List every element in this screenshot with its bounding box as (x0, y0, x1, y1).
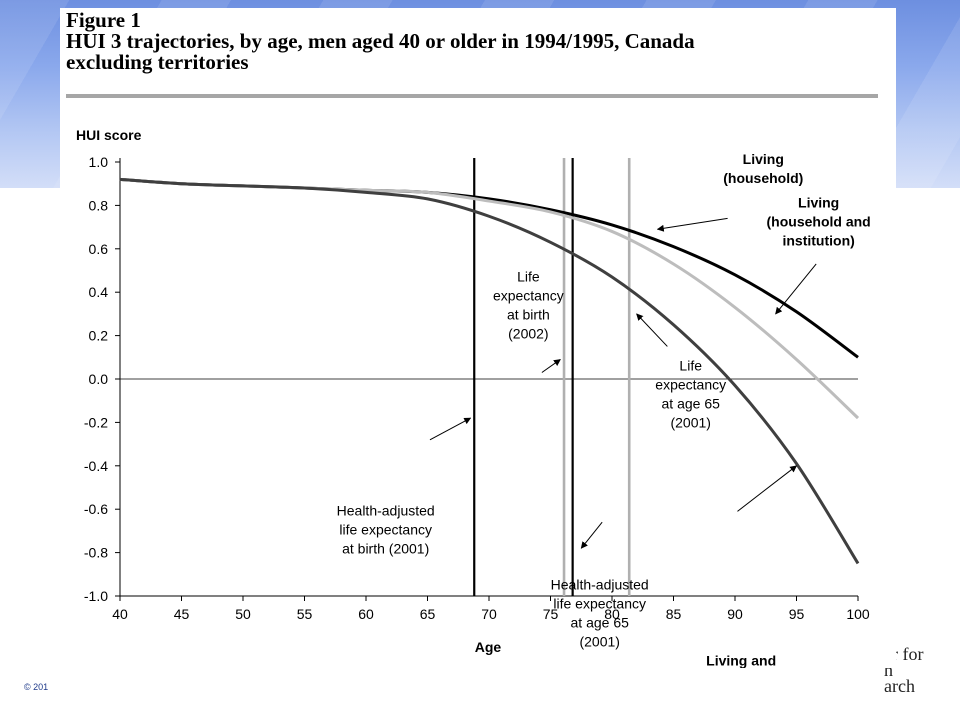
annotation-text: Living anddead (706, 652, 776, 668)
copyright-notice: © 201 (24, 682, 49, 692)
x-tick-label: 100 (846, 606, 870, 622)
annotation-text: Health-adjusted life expectancy at birth (… (337, 503, 435, 557)
y-tick-label: 0.4 (89, 284, 109, 300)
x-tick-label: 95 (789, 606, 805, 622)
reference-lines (473, 158, 631, 596)
annotation-arrow (636, 313, 668, 347)
annotation-text: Life expectancy at age 65 (2001) (655, 357, 726, 430)
annotation-text: Living (household and institution) (767, 195, 871, 249)
annotation: Living anddead (706, 465, 798, 668)
logo-line-2: h (884, 660, 893, 680)
annotation-text-line: life expectancy (553, 595, 646, 611)
x-tick-label: 40 (112, 606, 128, 622)
series-lines (119, 177, 860, 565)
annotation: Life expectancy at age 65 (2001) (636, 313, 726, 430)
x-tick-label: 45 (174, 606, 190, 622)
annotation-arrow (429, 417, 472, 441)
axes: 1.0 0.8 0.6 0.4 0.2 0.0 -0.2 -0.4 -0.6 -0.8 -1.040… (84, 154, 870, 622)
y-tick-label: -0.8 (84, 545, 108, 561)
x-tick-label: 85 (666, 606, 682, 622)
y-tick-label: -0.4 (84, 458, 108, 474)
y-tick-label: 1.0 (89, 154, 109, 170)
annotation-text: Life expectancy at birth (2002) (493, 268, 564, 341)
slide-footer (0, 668, 960, 720)
hui-trajectory-chart: HUI score Age 1.0 0.8 0.6 0.4 0.2 0.0 -0.2 -0.4… (76, 127, 871, 668)
annotation-text-line: at birth (2001) (342, 541, 429, 557)
annotation-text-line: Living and (706, 652, 776, 668)
annotation-text: Health-adjusted life expectancy at age 65 (… (551, 576, 649, 649)
figure-panel: Figure 1 HUI 3 trajectories, by age, men… (60, 8, 896, 668)
annotation: Health-adjusted life expectancy at age 65 (… (551, 521, 649, 649)
figure-title-line-1: HUI 3 trajectories, by age, men aged 40 … (66, 29, 695, 53)
annotation-text: Living (household) (723, 151, 803, 186)
y-tick-label: 0.0 (89, 371, 109, 387)
y-tick-label: -1.0 (84, 588, 108, 604)
annotation-text-line: (2001) (670, 414, 710, 430)
annotation: Life expectancy at birth (2002) (493, 268, 564, 373)
annotation-text-line: Life (517, 268, 540, 284)
annotation-text-line: Living (743, 151, 784, 167)
annotation-text-line: at birth (507, 306, 550, 322)
annotation-text-line: (household and (767, 214, 871, 230)
annotation-text-line: institution) (782, 233, 854, 249)
x-tick-label: 50 (235, 606, 251, 622)
x-tick-label: 70 (481, 606, 497, 622)
annotation: Health-adjusted life expectancy at birth (… (337, 417, 472, 557)
y-tick-label: 0.2 (89, 328, 109, 344)
annotations: Living (household) Living (household and ins… (337, 151, 871, 668)
y-tick-label: -0.2 (84, 414, 108, 430)
y-tick-label: 0.8 (89, 197, 109, 213)
annotation-arrow (541, 359, 561, 373)
annotation: Living (household) (656, 151, 803, 232)
annotation-arrow (737, 465, 798, 512)
annotation-text-line: expectancy (655, 376, 726, 392)
x-tick-label: 60 (358, 606, 374, 622)
annotation-text-line: (2001) (579, 633, 619, 649)
annotation-text-line: (2002) (508, 325, 548, 341)
annotation-text-line: life expectancy (339, 522, 432, 538)
figure-heading: Figure 1 HUI 3 trajectories, by age, men… (66, 10, 886, 73)
series-line (119, 177, 860, 565)
series-line (119, 177, 859, 359)
x-tick-label: 90 (727, 606, 743, 622)
x-tick-label: 80 (604, 606, 620, 622)
annotation-text-line: Health-adjusted (337, 503, 435, 519)
annotation-arrow (656, 217, 728, 232)
annotation-text-line: (household) (723, 170, 803, 186)
annotation-text-line: at age 65 (662, 395, 721, 411)
x-axis-title: Age (475, 639, 502, 655)
logo-line-3: arch (884, 676, 915, 696)
x-tick-label: 75 (543, 606, 559, 622)
annotation-arrow (580, 521, 603, 549)
figure-divider (66, 94, 878, 98)
annotation: Living (household and institution) (767, 195, 871, 315)
y-axis-title: HUI score (76, 127, 142, 143)
annotation-text-line: at age 65 (571, 614, 630, 630)
y-tick-label: -0.6 (84, 501, 108, 517)
annotation-text-line: Living (798, 195, 839, 211)
annotation-text-line: Life (679, 357, 702, 373)
y-tick-label: 0.6 (89, 241, 109, 257)
x-tick-label: 55 (297, 606, 313, 622)
annotation-text-line: Health-adjusted (551, 576, 649, 592)
annotation-arrow (775, 263, 817, 315)
annotation-text-line: expectancy (493, 287, 564, 303)
x-tick-label: 65 (420, 606, 436, 622)
figure-title-line-2: excluding territories (66, 50, 249, 74)
figure-label: Figure 1 (66, 8, 141, 32)
